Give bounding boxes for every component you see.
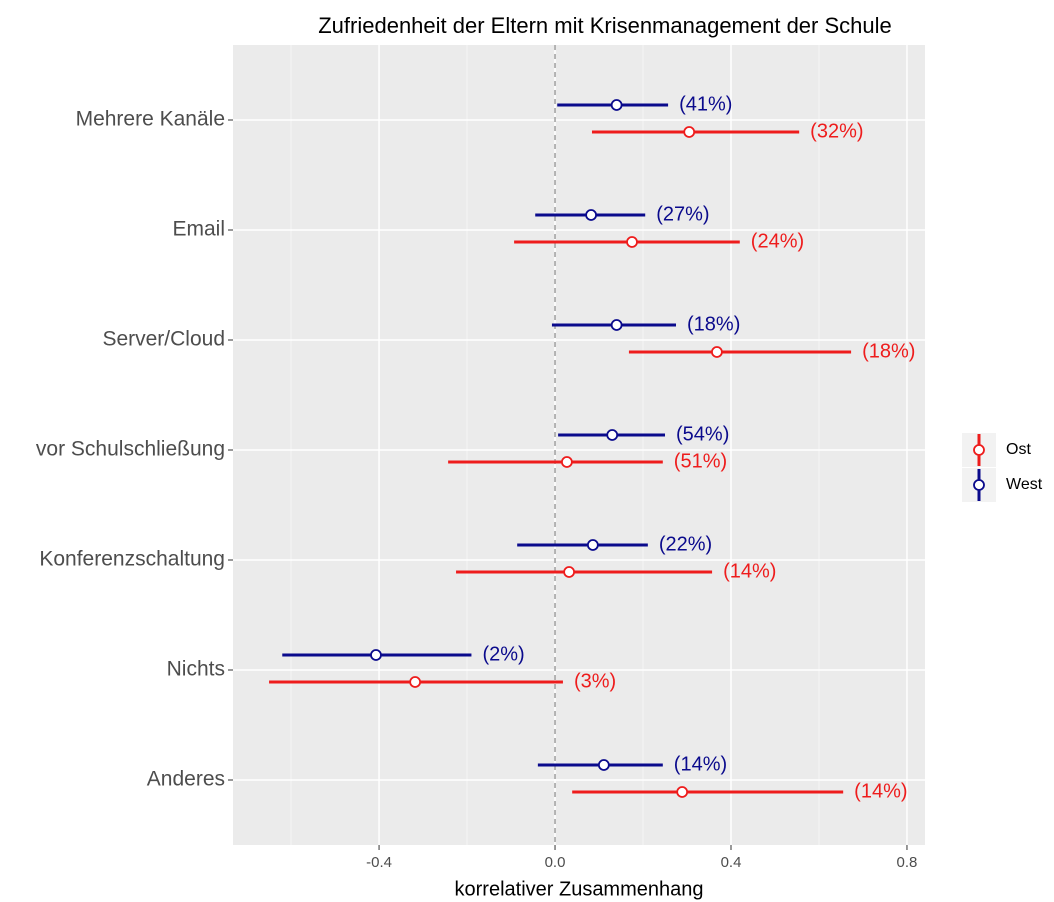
plot-panel (233, 45, 925, 845)
point (676, 786, 689, 798)
point (683, 126, 696, 138)
annotation: (22%) (659, 533, 712, 555)
annotation: (41%) (679, 93, 732, 115)
x-tick-label: 0.0 (545, 854, 566, 871)
y-tick-label: Server/Cloud (102, 328, 225, 351)
annotation: (14%) (723, 560, 776, 582)
annotation: (24%) (751, 230, 804, 252)
point (626, 236, 638, 248)
point (610, 99, 623, 111)
annotation: (3%) (574, 670, 616, 692)
point (370, 649, 382, 661)
y-tick-label: Email (172, 218, 225, 241)
annotation: (18%) (862, 340, 915, 362)
y-tick-label: Mehrere Kanäle (76, 108, 225, 131)
chart-title: Zufriedenheit der Eltern mit Krisenmanag… (318, 13, 892, 38)
point (711, 346, 723, 358)
point (585, 209, 597, 221)
legend-label: West (1006, 476, 1043, 493)
annotation: (18%) (687, 313, 740, 335)
x-tick-label: 0.8 (897, 854, 918, 871)
point (606, 429, 619, 441)
point (563, 566, 576, 578)
annotation: (14%) (854, 780, 907, 802)
legend-point (973, 444, 985, 456)
annotation: (14%) (674, 753, 727, 775)
y-tick-label: vor Schulschließung (36, 438, 225, 461)
point (561, 456, 573, 468)
annotation: (51%) (674, 450, 727, 472)
point (610, 319, 623, 331)
point (597, 759, 610, 771)
point (586, 539, 599, 551)
y-tick-label: Anderes (147, 768, 225, 791)
annotation: (27%) (656, 203, 709, 225)
x-tick-label: -0.4 (366, 854, 392, 871)
annotation: (32%) (810, 120, 863, 142)
y-tick-label: Konferenzschaltung (39, 548, 225, 571)
point (409, 676, 422, 688)
annotation: (2%) (482, 643, 524, 665)
x-tick-label: 0.4 (721, 854, 742, 871)
legend-point (973, 479, 985, 491)
x-axis-label: korrelativer Zusammenhang (455, 878, 704, 900)
legend-label: Ost (1006, 441, 1031, 458)
annotation: (54%) (676, 423, 729, 445)
y-tick-label: Nichts (167, 658, 225, 681)
